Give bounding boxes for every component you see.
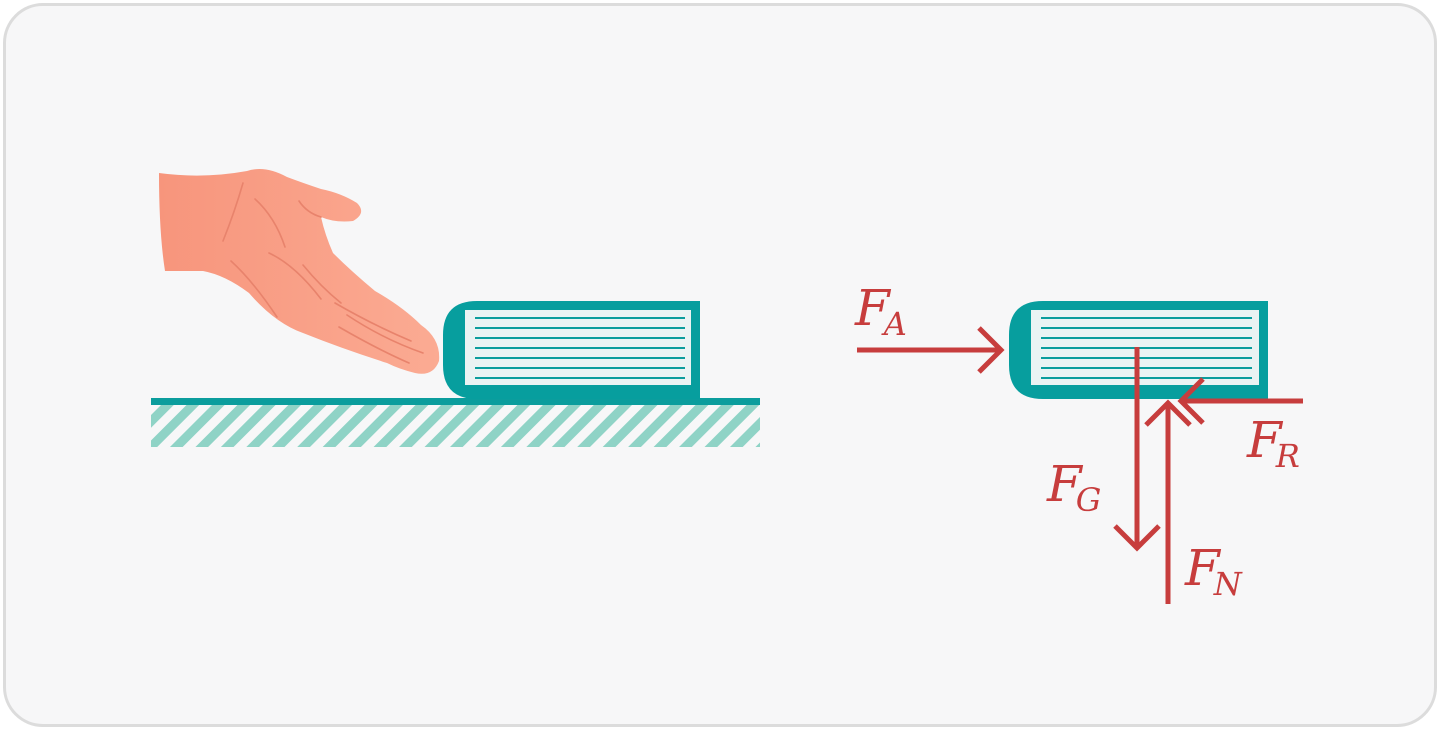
normal-force-label: FN bbox=[1184, 539, 1243, 603]
book-pages bbox=[465, 310, 691, 390]
applied-force-arrow bbox=[857, 326, 1005, 374]
friction-force-arrow bbox=[1177, 377, 1303, 425]
force-diagram-canvas: FA FR FG FN bbox=[151, 169, 1303, 604]
diagram-card: FA FR FG FN bbox=[3, 3, 1437, 727]
book-icon bbox=[443, 301, 700, 399]
applied-force-label: FA bbox=[854, 279, 907, 343]
book-page-lines bbox=[475, 317, 685, 379]
hand-icon bbox=[159, 169, 440, 374]
book-icon bbox=[1009, 301, 1268, 399]
friction-force-label: FR bbox=[1246, 411, 1300, 475]
gravity-force-arrow bbox=[1113, 347, 1161, 552]
ground-hatch bbox=[151, 404, 760, 447]
normal-force-arrow bbox=[1144, 399, 1192, 604]
ground-line bbox=[151, 398, 760, 405]
gravity-force-label: FG bbox=[1046, 455, 1101, 519]
ground-surface bbox=[151, 398, 760, 447]
